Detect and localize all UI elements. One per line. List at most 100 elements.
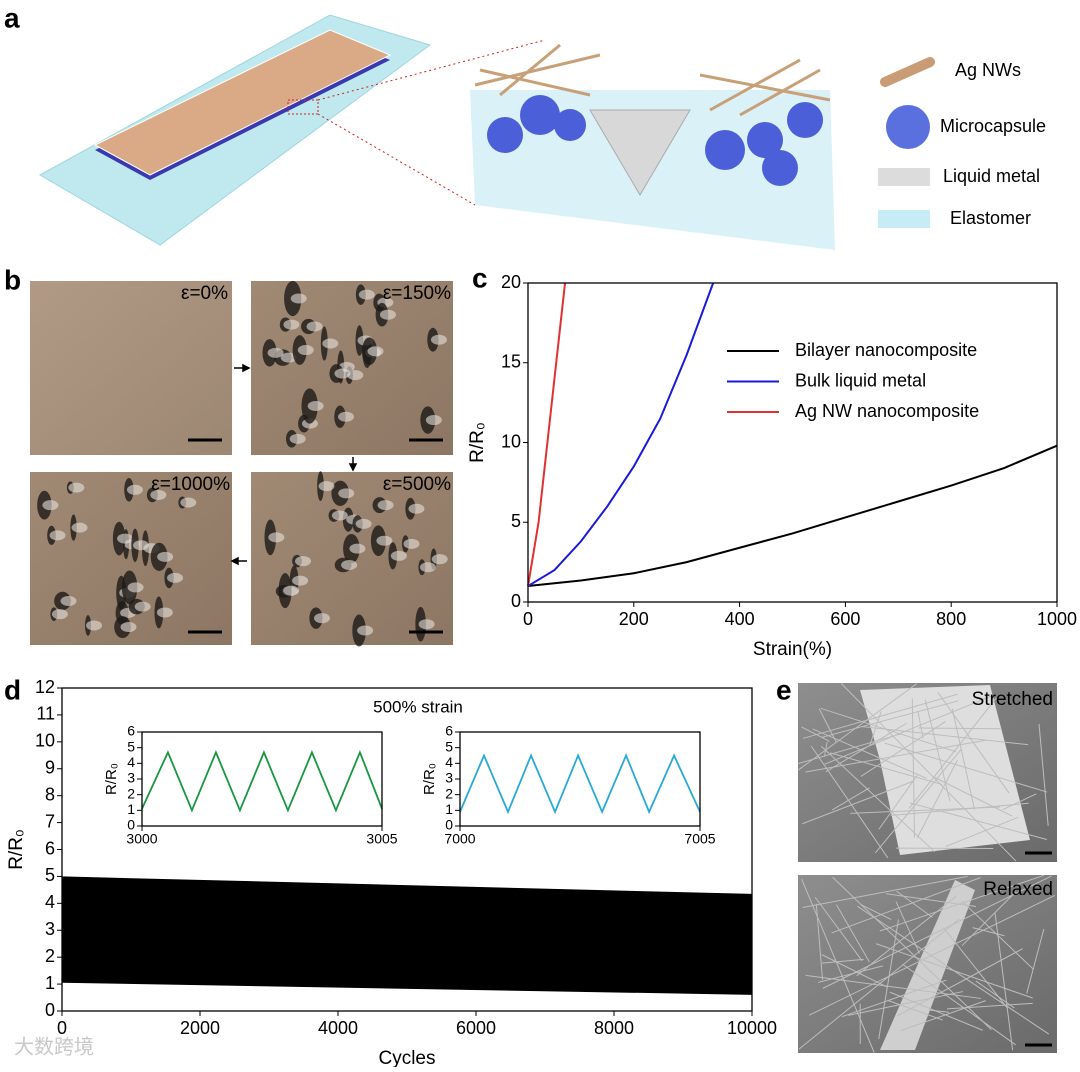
y-tick-label: 9: [45, 758, 55, 778]
sem-label: Stretched: [972, 689, 1053, 710]
crack-edge: [332, 510, 348, 520]
x-axis-label: Strain(%): [753, 639, 832, 660]
crack-edge: [357, 625, 373, 635]
crack-edge: [117, 534, 133, 544]
x-tick-label: 8000: [594, 1018, 634, 1038]
crack-edge: [180, 497, 196, 507]
plot-frame: [528, 283, 1057, 602]
y-tick-label: 1: [45, 973, 55, 993]
y-axis-label: R/R₀: [421, 763, 438, 795]
y-tick-label: 6: [45, 838, 55, 858]
crack-edge: [356, 519, 372, 529]
crack-edge: [391, 551, 407, 561]
legend-label: Bulk liquid metal: [795, 370, 926, 390]
crack-edge: [338, 488, 354, 498]
crack-edge: [403, 539, 419, 549]
panel-label: a: [4, 2, 20, 33]
watermark: 大数跨境: [14, 1035, 94, 1058]
crack-edge: [380, 310, 396, 320]
crack-edge: [157, 607, 173, 617]
series-line: [528, 283, 713, 586]
crack-edge: [295, 556, 311, 566]
crack-edge: [334, 369, 350, 379]
panel-label: b: [4, 264, 21, 295]
crack-edge: [121, 622, 137, 632]
y-tick-label: 10: [501, 431, 521, 451]
x-tick-label: 7005: [684, 831, 715, 847]
crack-edge: [426, 415, 442, 425]
x-tick-label: 4000: [318, 1018, 358, 1038]
legend-label: Ag NW nanocomposite: [795, 401, 979, 421]
x-tick-label: 0: [57, 1018, 67, 1038]
crack-edge: [376, 536, 392, 546]
crack-edge: [307, 322, 323, 332]
legend-label: Liquid metal: [943, 166, 1040, 186]
legend-label: Ag NWs: [955, 60, 1021, 80]
y-tick-label: 6: [445, 723, 453, 739]
crack-edge: [86, 620, 102, 630]
y-tick-label: 2: [445, 785, 453, 801]
x-tick-label: 3000: [126, 831, 157, 847]
panel-label: c: [472, 262, 488, 293]
strain-label: ε=0%: [181, 283, 228, 304]
sem-label: Relaxed: [983, 879, 1053, 900]
micrographs: ε=0% ε=150% ε=1000% ε=500%: [30, 281, 453, 647]
x-tick-label: 1000: [1037, 609, 1077, 629]
x-tick-label: 3005: [366, 831, 397, 847]
crack-edge: [133, 540, 149, 550]
x-tick-label: 400: [725, 609, 755, 629]
crack-edge: [292, 576, 308, 586]
x-tick-label: 600: [830, 609, 860, 629]
x-tick-label: 2000: [180, 1018, 220, 1038]
strain-label: ε=500%: [383, 474, 451, 495]
y-axis-label: R/R₀: [6, 829, 27, 870]
y-tick-label: 3: [127, 770, 135, 786]
y-tick-label: 4: [127, 754, 135, 770]
y-tick-label: 2: [45, 946, 55, 966]
strain-label: ε=1000%: [151, 474, 230, 495]
y-tick-label: 5: [127, 738, 135, 754]
x-tick-label: 200: [619, 609, 649, 629]
crack-edge: [322, 339, 338, 349]
x-tick-label: 0: [523, 609, 533, 629]
crack-edge: [167, 573, 183, 583]
crack-edge: [283, 586, 299, 596]
crack-edge: [127, 485, 143, 495]
crack-edge: [72, 523, 88, 533]
y-tick-label: 7: [45, 811, 55, 831]
strain-label: ε=150%: [383, 283, 451, 304]
y-tick-label: 11: [36, 704, 55, 724]
y-tick-label: 5: [45, 865, 55, 885]
y-tick-label: 1: [127, 801, 135, 817]
series-line: [460, 756, 700, 812]
crack-edge: [157, 552, 173, 562]
y-tick-label: 3: [45, 919, 55, 939]
crack-edge: [42, 500, 58, 510]
crack-edge: [298, 345, 314, 355]
crack-edge: [419, 619, 435, 629]
y-tick-label: 4: [445, 754, 453, 770]
crack-edge: [432, 554, 448, 564]
y-tick-label: 15: [501, 352, 521, 372]
series-line: [528, 283, 565, 586]
crack-edge: [61, 596, 77, 606]
crack-edge: [283, 320, 299, 330]
series-line: [528, 446, 1057, 586]
crack-edge: [291, 294, 307, 304]
y-tick-label: 4: [45, 892, 55, 912]
y-tick-label: 0: [511, 591, 521, 611]
cycle-band: [62, 876, 752, 994]
y-tick-label: 2: [127, 785, 135, 801]
crack-edge: [349, 544, 365, 554]
y-tick-label: 0: [45, 1000, 55, 1020]
sem-images: Stretched Relaxed: [798, 683, 1057, 1053]
crack-edge: [68, 483, 84, 493]
series-line: [142, 752, 382, 810]
x-tick-label: 6000: [456, 1018, 496, 1038]
crack-edge: [50, 530, 66, 540]
crack-edge: [420, 562, 436, 572]
crack-edge: [52, 609, 68, 619]
annotation: 500% strain: [373, 697, 463, 716]
y-tick-label: 3: [445, 770, 453, 786]
